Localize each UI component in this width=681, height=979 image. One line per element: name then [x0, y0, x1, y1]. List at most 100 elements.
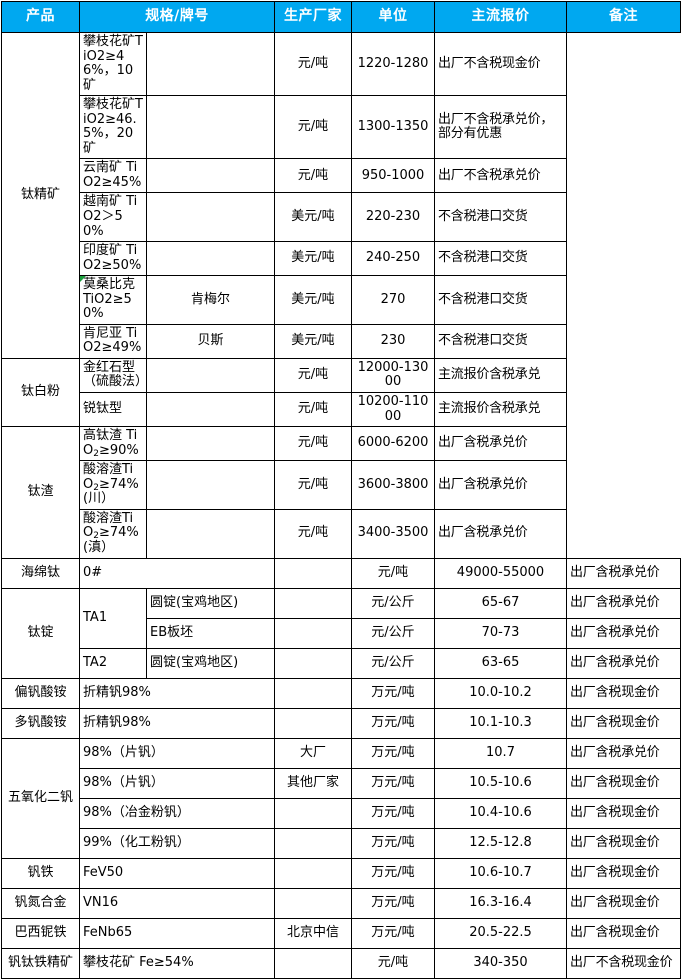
cell-price: 270: [351, 275, 435, 325]
cell-unit: 元/吨: [274, 31, 352, 97]
cell-manufacturer: [146, 357, 275, 394]
cell-manufacturer: [146, 508, 275, 559]
table-row: 多钒酸铵 折精钒98% 万元/吨 10.1-10.3 出厂含税现金价: [1, 707, 681, 739]
cell-spec: 酸溶渣TiO2≥74%(川）: [79, 460, 147, 510]
cell-manufacturer: 其他厂家: [274, 767, 352, 799]
cell-price: 220-230: [351, 192, 435, 243]
cell-spec: 0#: [79, 557, 275, 589]
table-row: 钒氮合金 VN16 万元/吨 16.3-16.4 出厂含税现金价: [1, 887, 681, 919]
cell-grade: TA1: [79, 587, 147, 649]
cell-spec: 金红石型（硫酸法）: [79, 357, 147, 394]
cell-remark: 出厂含税承兑价: [434, 426, 567, 462]
cell-spec: 折精钒98%: [79, 707, 275, 739]
table-row: TA2 圆锭(宝鸡地区) 元/公斤 63-65 出厂含税承兑价: [2, 647, 681, 679]
cell-product: 五氧化二钒: [1, 737, 80, 859]
cell-price: 950-1000: [351, 158, 435, 194]
cell-spec: 攀枝花矿 Fe≥54%: [79, 947, 275, 979]
table-row: 肯尼亚 TiO2≥49% 贝斯 美元/吨 230 不含税港口交货: [2, 323, 681, 359]
column-header-unit: 单位: [351, 1, 435, 33]
cell-remark: 出厂含税承兑价: [566, 587, 681, 619]
cell-remark: 出厂不含税承兑价: [434, 158, 567, 194]
cell-manufacturer: [274, 857, 352, 889]
cell-price: 20.5-22.5: [434, 917, 567, 949]
cell-manufacturer: 贝斯: [146, 323, 275, 359]
cell-unit: 美元/吨: [274, 241, 352, 277]
cell-price: 10.5-10.6: [434, 767, 567, 799]
cell-remark: 出厂含税承兑价: [566, 557, 681, 589]
cell-unit: 元/吨: [274, 392, 352, 428]
cell-price: 240-250: [351, 241, 435, 277]
cell-product: 钛锭: [1, 587, 80, 679]
cell-price: 6000-6200: [351, 426, 435, 462]
column-header-spec: 规格/牌号: [79, 1, 275, 33]
cell-remark: 出厂含税承兑价: [434, 460, 567, 510]
cell-spec: 印度矿 TiO2≥50%: [79, 241, 147, 277]
cell-remark: 出厂含税现金价: [566, 857, 681, 889]
cell-price: 340-350: [434, 947, 567, 979]
cell-price: 10.7: [434, 737, 567, 769]
column-header-remark: 备注: [566, 1, 681, 33]
cell-spec: 攀枝花矿TiO2≥46.5%，20矿: [79, 95, 147, 160]
cell-manufacturer: [146, 192, 275, 243]
cell-remark: 不含税港口交货: [434, 275, 567, 325]
cell-product: 钒氮合金: [1, 887, 80, 919]
table-row: 钛渣 高钛渣 TiO2≥90% 元/吨 6000-6200 出厂含税承兑价: [1, 426, 681, 559]
cell-manufacturer: [274, 617, 352, 649]
cell-remark: 主流报价含税承兑: [434, 357, 567, 394]
cell-spec: 云南矿 TiO2≥45%: [79, 158, 147, 194]
table-row: 偏钒酸铵 折精钒98% 万元/吨 10.0-10.2 出厂含税现金价: [1, 677, 681, 709]
cell-product: 钒铁: [1, 857, 80, 889]
cell-unit: 万元/吨: [351, 737, 435, 769]
cell-spec: 高钛渣 TiO2≥90%: [79, 426, 147, 462]
table-row: 锐钛型 元/吨 10200-11000 主流报价含税承兑: [2, 392, 681, 428]
cell-manufacturer: [146, 31, 275, 97]
cell-price: 10.6-10.7: [434, 857, 567, 889]
table-row: 莫桑比克 TiO2≥50% 肯梅尔 美元/吨 270 不含税港口交货: [2, 275, 681, 325]
cell-unit: 万元/吨: [351, 887, 435, 919]
table-row: 钒铁 FeV50 万元/吨 10.6-10.7 出厂含税现金价: [1, 857, 681, 889]
cell-unit: 万元/吨: [351, 797, 435, 829]
cell-unit: 美元/吨: [274, 275, 352, 325]
cell-price: 65-67: [434, 587, 567, 619]
column-header-product: 产品: [1, 1, 80, 33]
cell-spec: 折精钒98%: [79, 677, 275, 709]
cell-product: 钛渣: [1, 426, 80, 559]
table-row: 99%（化工粉钒） 万元/吨 12.5-12.8 出厂含税现金价: [2, 827, 681, 859]
cell-price: 10.0-10.2: [434, 677, 567, 709]
table-row: 云南矿 TiO2≥45% 元/吨 950-1000 出厂不含税承兑价: [2, 158, 681, 194]
table-row: 五氧化二钒 98%（片钒） 大厂 万元/吨 10.7 出厂含税承兑价: [1, 737, 681, 859]
table-row: 钛白粉 金红石型（硫酸法） 元/吨 12000-13000 主流报价含税承兑: [1, 357, 681, 428]
cell-remark: 出厂含税承兑价: [566, 737, 681, 769]
cell-manufacturer: [146, 392, 275, 428]
cell-manufacturer: [146, 460, 275, 510]
table-row: 印度矿 TiO2≥50% 美元/吨 240-250 不含税港口交货: [2, 241, 681, 277]
cell-price: 49000-55000: [434, 557, 567, 589]
cell-manufacturer: [274, 827, 352, 859]
cell-unit: 元/吨: [274, 508, 352, 559]
cell-price: 12.5-12.8: [434, 827, 567, 859]
cell-remark: 出厂含税承兑价: [566, 617, 681, 649]
table-row: 越南矿 TiO2＞50% 美元/吨 220-230 不含税港口交货: [2, 192, 681, 243]
cell-manufacturer: [146, 158, 275, 194]
cell-unit: 元/公斤: [351, 617, 435, 649]
cell-remark: 出厂不含税现金价: [434, 31, 567, 97]
cell-product: 钛白粉: [1, 357, 80, 428]
cell-product: 钒钛铁精矿: [1, 947, 80, 979]
cell-price: 16.3-16.4: [434, 887, 567, 919]
cell-unit: 元/吨: [274, 426, 352, 462]
cell-remark: 出厂含税现金价: [566, 827, 681, 859]
cell-unit: 万元/吨: [351, 707, 435, 739]
cell-manufacturer: [146, 426, 275, 462]
header-row: 产品 规格/牌号 生产厂家 单位 主流报价 备注: [1, 1, 681, 33]
cell-price: 1300-1350: [351, 95, 435, 160]
cell-unit: 元/吨: [274, 460, 352, 510]
cell-remark: 出厂含税现金价: [566, 677, 681, 709]
table-row: 98%（冶金粉钒） 万元/吨 10.4-10.6 出厂含税现金价: [2, 797, 681, 829]
cell-remark: 出厂含税现金价: [566, 707, 681, 739]
cell-spec: 98%（片钒）: [79, 767, 275, 799]
cell-unit: 万元/吨: [351, 857, 435, 889]
cell-price: 3600-3800: [351, 460, 435, 510]
cell-spec: 圆锭(宝鸡地区): [146, 587, 275, 619]
